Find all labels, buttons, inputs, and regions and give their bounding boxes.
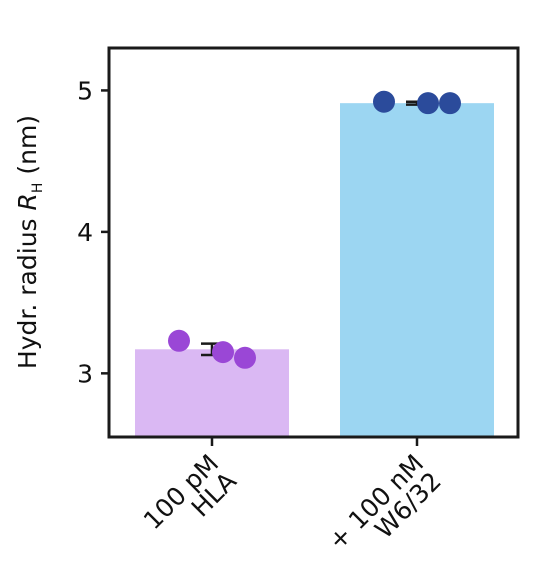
bars-layer [135,103,494,438]
data-point-2-3 [439,92,461,115]
y-axis-label-prefix: Hydr. radius [13,210,42,369]
data-point-1-2 [212,341,234,364]
y-tick-label-2: 4 [77,218,93,247]
y-tick-label-3: 5 [77,76,93,105]
data-point-2-1 [373,90,395,113]
y-axis-label-unit: (nm) [13,115,42,183]
points-layer [168,90,461,369]
y-axis-label: Hydr. radius RH (nm) [13,115,46,369]
y-axis-label-subscript: H [30,183,46,194]
y-axis: 3 4 5 [77,76,109,388]
bar-1 [135,349,289,437]
data-point-2-2 [417,92,439,115]
data-point-1-1 [168,329,190,352]
plot-frame [107,46,520,439]
y-tick-label-1: 3 [77,359,93,388]
bar-2 [340,103,494,438]
data-point-1-3 [234,346,256,369]
y-axis-label-symbol: R [13,193,42,210]
